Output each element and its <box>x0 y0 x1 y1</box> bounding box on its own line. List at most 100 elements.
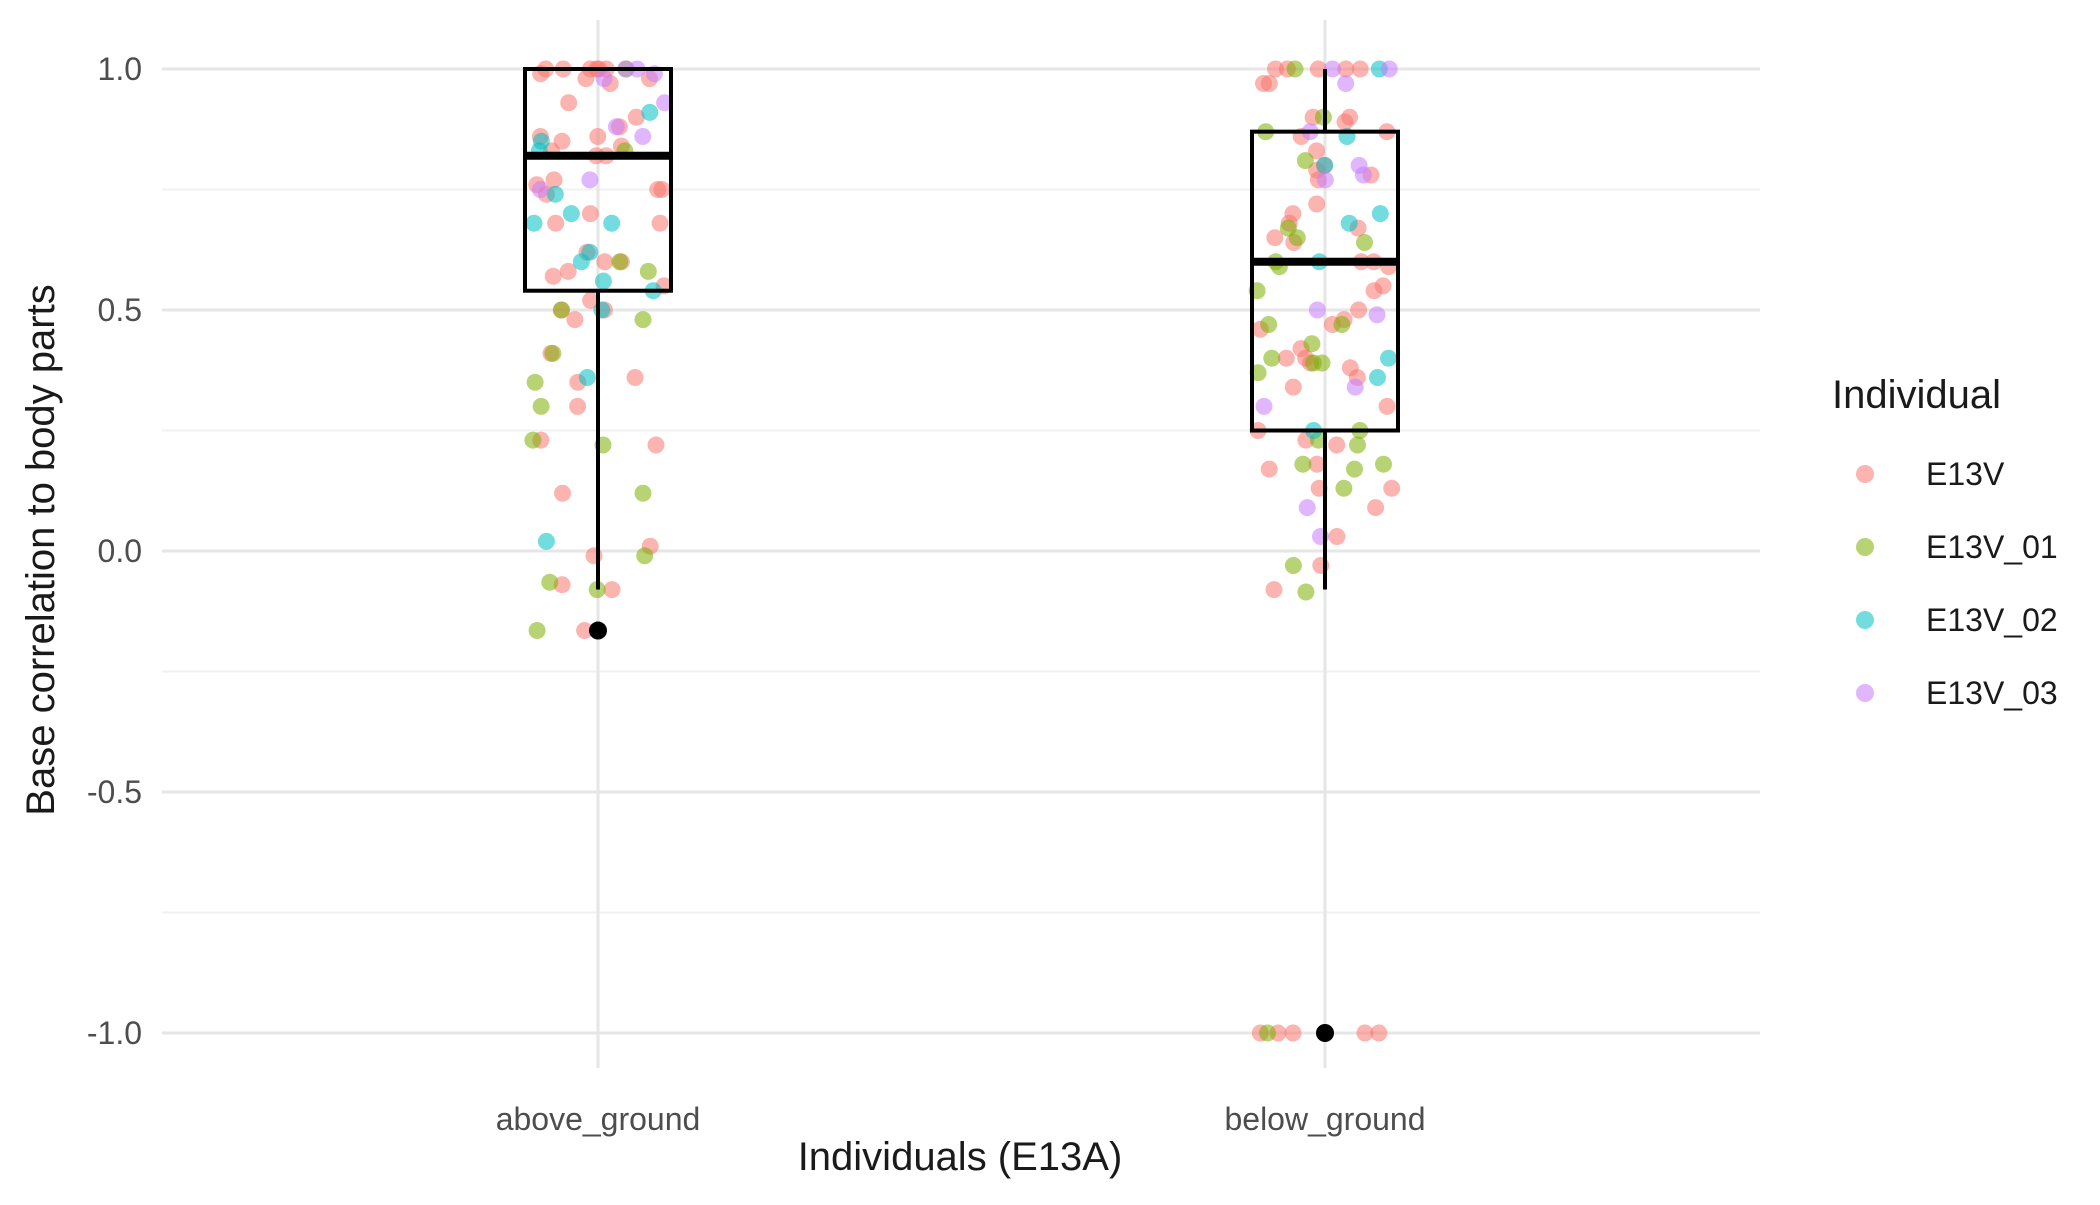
data-point <box>1286 60 1304 78</box>
data-point <box>1337 75 1355 92</box>
data-point <box>627 108 645 126</box>
data-point <box>607 118 625 136</box>
data-point <box>1336 113 1354 131</box>
data-point <box>1340 214 1358 232</box>
data-point <box>1308 195 1326 213</box>
data-point <box>626 369 644 386</box>
y-tick-label: 0.5 <box>98 292 142 328</box>
data-point <box>1267 60 1284 78</box>
data-point <box>1288 229 1306 247</box>
data-point <box>546 185 564 203</box>
y-tick-label: -1.0 <box>87 1015 142 1051</box>
data-point <box>1303 335 1321 353</box>
data-point <box>595 70 613 88</box>
data-point <box>1297 583 1315 601</box>
data-point <box>1346 378 1364 396</box>
data-point <box>532 397 550 415</box>
data-point <box>525 214 543 232</box>
grid-layer <box>162 20 1760 1068</box>
data-point <box>547 214 565 232</box>
data-point <box>1304 354 1322 372</box>
data-point <box>1370 1024 1388 1042</box>
data-point <box>651 214 669 232</box>
data-point <box>1346 460 1363 478</box>
axis-layer: -1.0 -0.5 0.0 0.5 1.0 above_ground below_groun… <box>87 51 1426 1137</box>
data-point <box>1255 75 1272 92</box>
data-point <box>589 128 607 145</box>
legend-label: E13V <box>1926 456 2005 492</box>
data-point <box>639 262 657 280</box>
data-point <box>544 267 562 285</box>
data-point <box>1324 60 1341 78</box>
data-point <box>634 128 652 145</box>
data-point <box>1284 378 1302 396</box>
data-point <box>1371 205 1389 223</box>
legend: Individual E13V E13V_01 E13V_02 E13V_03 <box>1832 373 2058 711</box>
data-point <box>566 311 584 329</box>
data-point <box>545 171 563 189</box>
data-point <box>656 94 674 112</box>
data-point <box>1375 455 1392 473</box>
data-point <box>537 532 555 550</box>
data-point <box>611 253 629 271</box>
data-point <box>582 291 600 309</box>
data-point <box>1308 455 1326 473</box>
y-tick-label: 0.0 <box>98 533 142 569</box>
box-layer <box>523 67 1400 1042</box>
y-tick-label: 1.0 <box>98 51 142 87</box>
x-axis-title: Individuals (E13A) <box>798 1135 1123 1179</box>
legend-label: E13V_02 <box>1926 602 2058 638</box>
data-point <box>1378 397 1396 415</box>
y-tick-label: -0.5 <box>87 774 142 810</box>
data-point <box>588 581 606 599</box>
data-point <box>596 253 614 271</box>
box-outlier <box>589 621 607 640</box>
data-point <box>554 484 571 502</box>
data-point <box>1260 460 1278 478</box>
data-point <box>1309 60 1327 78</box>
data-point <box>647 436 665 454</box>
points-layer <box>524 60 1401 1042</box>
data-point <box>603 581 621 599</box>
data-point <box>569 397 587 415</box>
data-point <box>1337 60 1355 78</box>
data-point <box>1328 528 1346 545</box>
data-point <box>1316 171 1334 189</box>
data-point <box>1380 60 1398 78</box>
box-iqr <box>523 67 673 293</box>
data-point <box>524 431 542 449</box>
data-point <box>1350 301 1368 319</box>
y-axis-title: Base correlation to body parts <box>19 284 63 815</box>
data-point <box>1284 557 1302 574</box>
data-point <box>1255 397 1273 415</box>
data-point <box>577 70 595 88</box>
data-point <box>581 205 599 223</box>
data-point <box>1308 142 1326 160</box>
data-point <box>578 369 596 386</box>
legend-title: Individual <box>1832 373 2001 417</box>
data-point <box>562 205 580 223</box>
data-point <box>634 484 652 502</box>
data-point <box>560 94 578 112</box>
data-point <box>552 301 570 319</box>
legend-key <box>1856 465 1874 483</box>
data-point <box>1296 152 1314 170</box>
data-point <box>1265 581 1283 599</box>
x-tick-label: above_ground <box>496 1101 701 1137</box>
data-point <box>1294 455 1312 473</box>
data-point <box>528 622 546 639</box>
data-point <box>593 301 611 319</box>
data-point <box>581 171 599 189</box>
data-point <box>1365 282 1383 300</box>
legend-key <box>1856 611 1874 629</box>
data-point <box>1356 1024 1374 1042</box>
data-point <box>1349 436 1366 454</box>
box-outlier <box>1316 1024 1334 1042</box>
data-point <box>1354 166 1372 184</box>
data-point <box>531 181 549 198</box>
data-point <box>634 311 652 329</box>
data-point <box>653 181 671 198</box>
data-point <box>1335 479 1353 497</box>
